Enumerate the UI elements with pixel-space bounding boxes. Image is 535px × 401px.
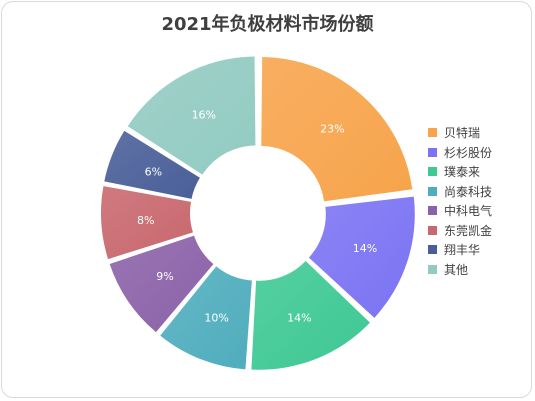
legend-item-8[interactable]: 其他 xyxy=(428,260,492,280)
legend-swatch xyxy=(428,264,437,274)
legend-swatch xyxy=(428,167,437,177)
legend-swatch xyxy=(428,128,437,138)
slice-6[interactable] xyxy=(101,186,193,260)
slice-label-7: 6% xyxy=(145,166,162,179)
slice-5[interactable] xyxy=(109,235,214,333)
legend-label: 尚泰科技 xyxy=(444,184,493,199)
legend-label: 杉杉股份 xyxy=(444,145,493,160)
slice-label-4: 10% xyxy=(204,312,228,325)
slice-label-5: 9% xyxy=(156,270,173,283)
slice-label-8: 16% xyxy=(192,108,216,121)
slice-1[interactable] xyxy=(261,57,413,202)
chart-legend: 贝特瑞杉杉股份璞泰来尚泰科技中科电气东莞凯金翔丰华其他 xyxy=(428,123,492,279)
slice-label-6: 8% xyxy=(137,214,154,227)
legend-label: 璞泰来 xyxy=(444,165,481,180)
slice-label-3: 14% xyxy=(287,312,311,325)
legend-label: 其他 xyxy=(444,262,469,277)
chart-title: 2021年负极材料市场份额 xyxy=(161,14,374,35)
legend-item-4[interactable]: 尚泰科技 xyxy=(428,182,492,202)
legend-item-1[interactable]: 贝特瑞 xyxy=(428,123,492,143)
slice-7[interactable] xyxy=(104,130,200,199)
slice-3[interactable] xyxy=(251,260,370,370)
slice-2[interactable] xyxy=(308,196,415,318)
slice-label-1: 23% xyxy=(320,123,344,136)
legend-item-3[interactable]: 璞泰来 xyxy=(428,162,492,182)
slice-4[interactable] xyxy=(160,266,252,370)
legend-label: 中科电气 xyxy=(444,204,493,219)
legend-swatch xyxy=(428,186,437,196)
legend-item-5[interactable]: 中科电气 xyxy=(428,201,492,221)
slice-8[interactable] xyxy=(127,56,256,175)
slice-label-2: 14% xyxy=(353,242,377,255)
legend-swatch xyxy=(428,225,437,235)
legend-swatch xyxy=(428,147,437,157)
legend-item-7[interactable]: 翔丰华 xyxy=(428,240,492,260)
legend-label: 东莞凯金 xyxy=(444,223,493,238)
legend-label: 翔丰华 xyxy=(444,243,481,258)
legend-swatch xyxy=(428,206,437,216)
legend-label: 贝特瑞 xyxy=(444,126,481,141)
legend-item-2[interactable]: 杉杉股份 xyxy=(428,143,492,163)
legend-item-6[interactable]: 东莞凯金 xyxy=(428,221,492,241)
legend-swatch xyxy=(428,245,437,255)
